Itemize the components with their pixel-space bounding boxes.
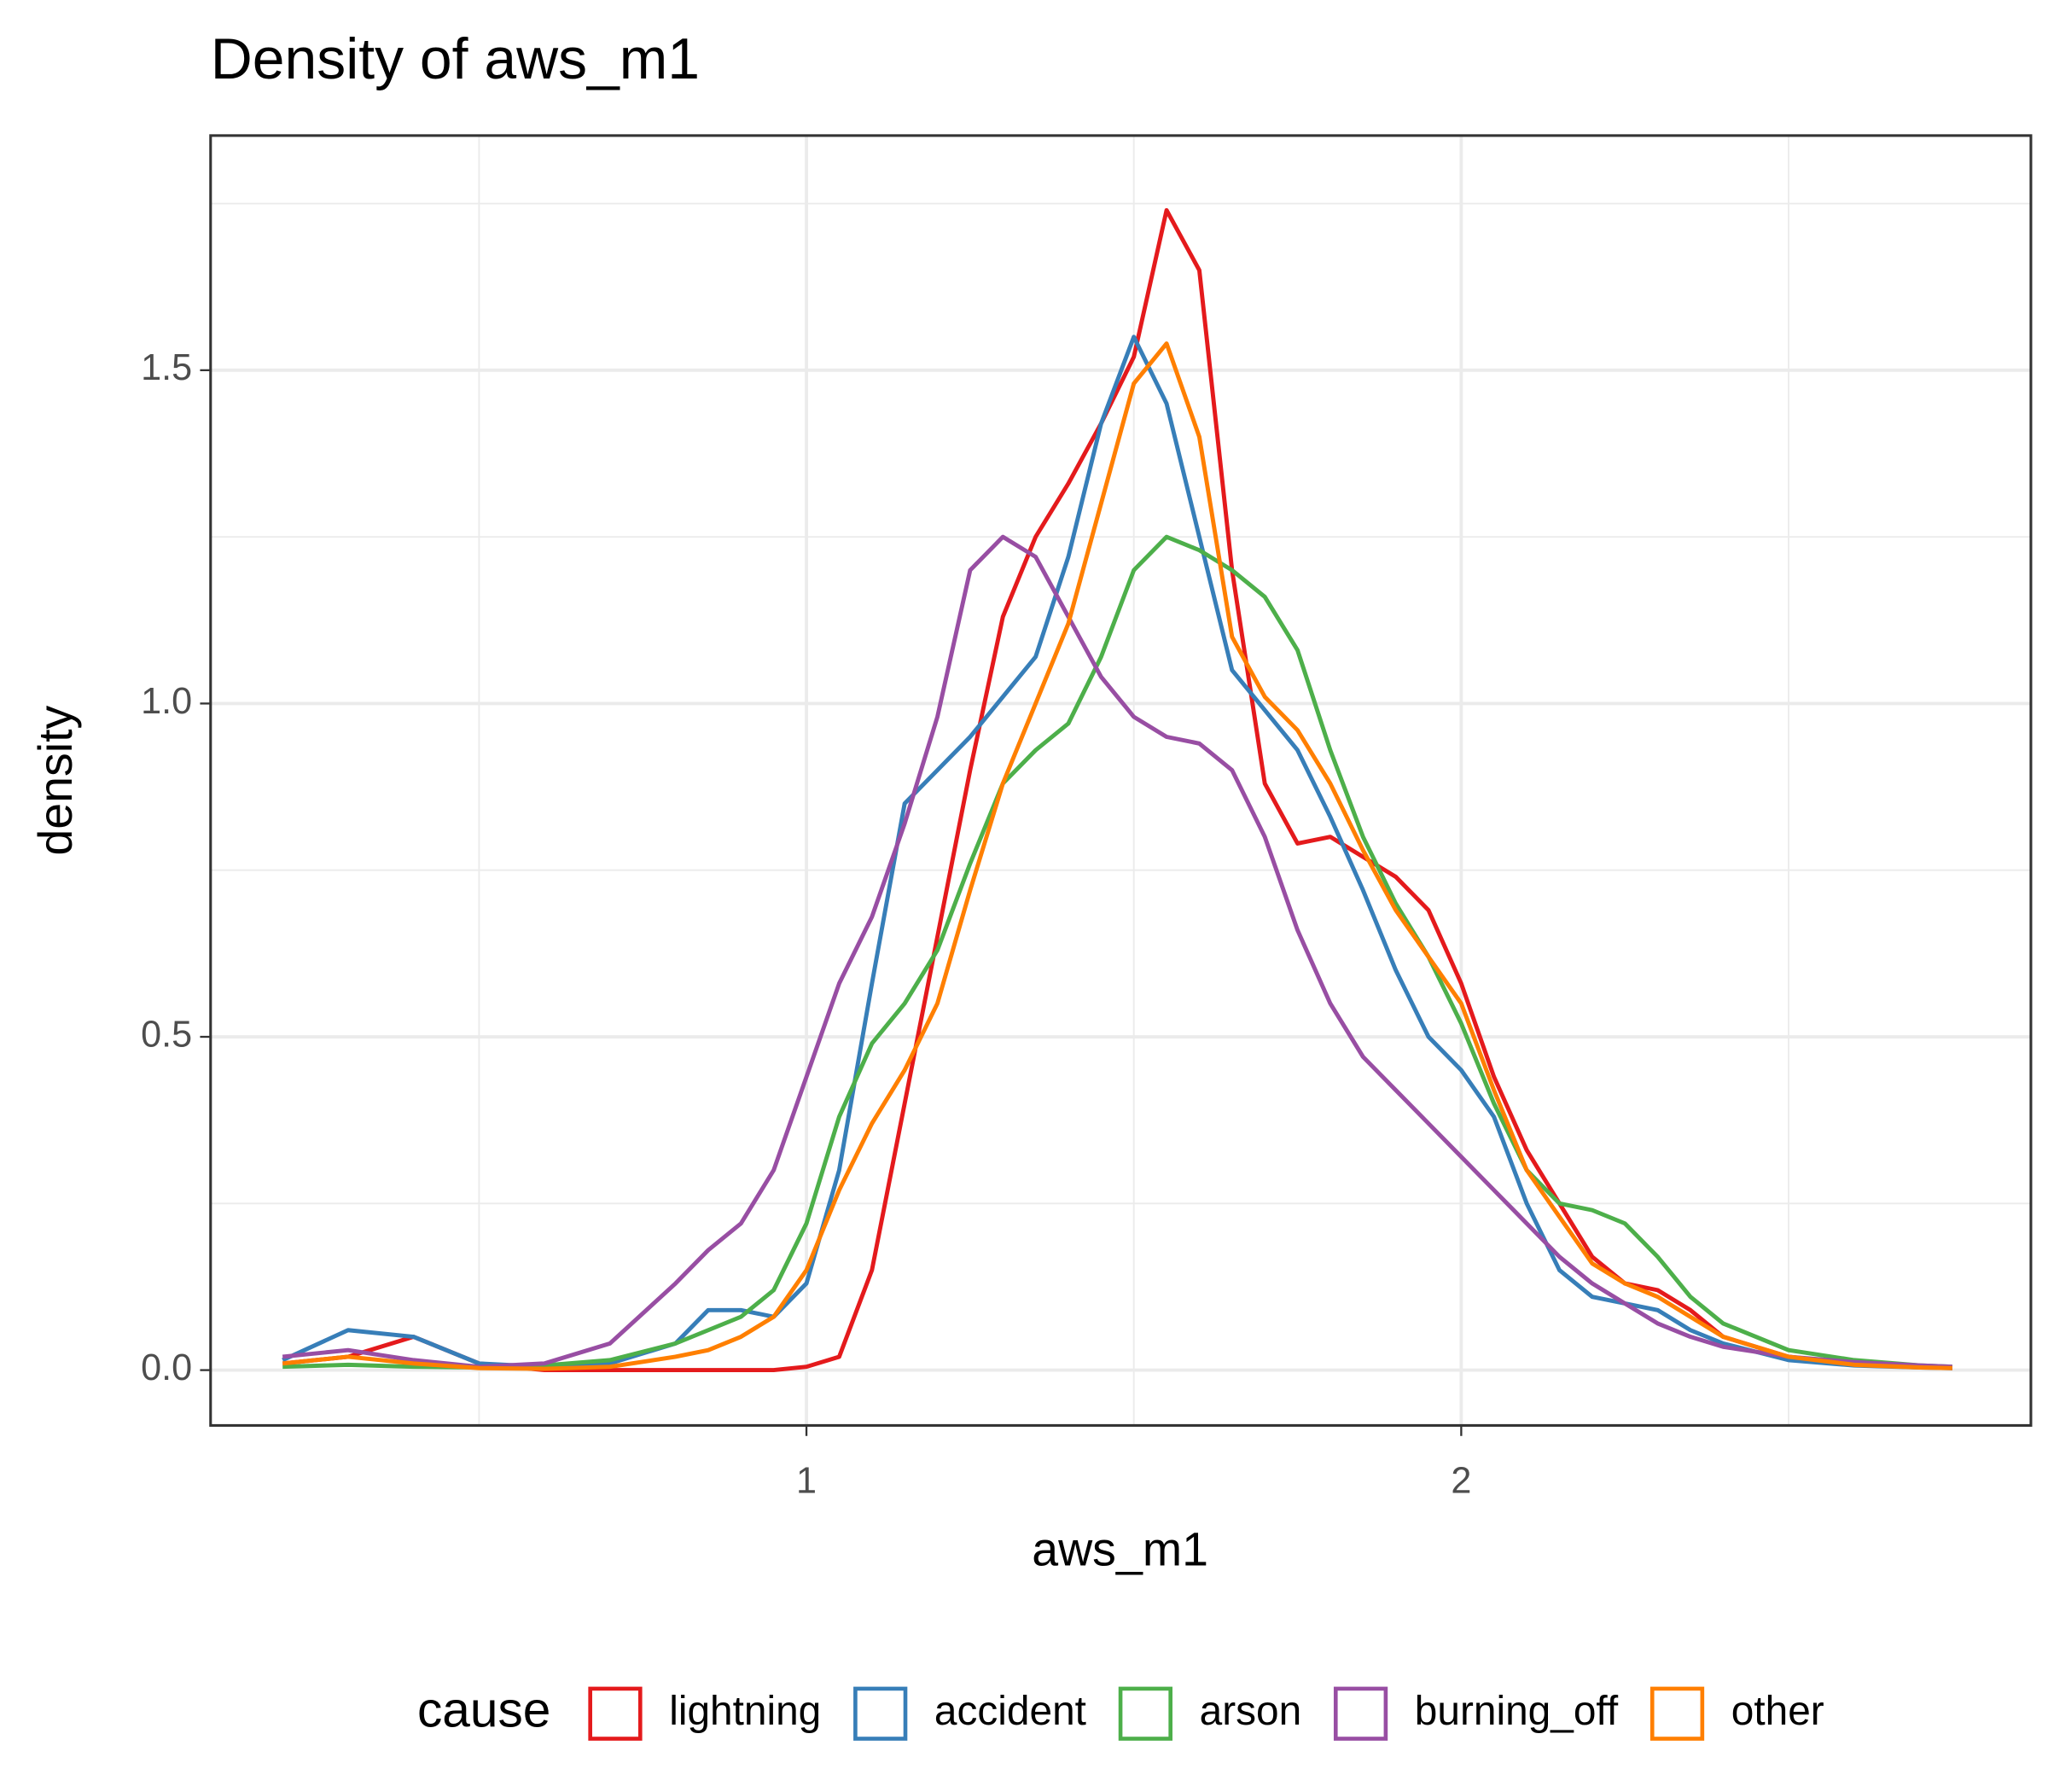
- density-line: [282, 534, 1952, 1370]
- legend-label: arson: [1200, 1689, 1302, 1734]
- chart-title: Density of aws_m1: [211, 27, 700, 91]
- legend-label: lightning: [669, 1689, 821, 1734]
- y-axis-title: density: [29, 705, 82, 855]
- panel-border: [209, 134, 2033, 1427]
- legend-key: [853, 1686, 908, 1741]
- y-tick-label: 0.0: [141, 1347, 192, 1388]
- y-tick-label: 0.5: [141, 1014, 192, 1055]
- legend-label: accident: [934, 1689, 1086, 1734]
- legend-key: [1118, 1686, 1172, 1741]
- x-tick-label: 1: [796, 1461, 817, 1502]
- x-axis-title: aws_m1: [1032, 1523, 1208, 1576]
- x-tick-label: 2: [1451, 1461, 1471, 1502]
- legend-label: other: [1731, 1689, 1824, 1734]
- legend-key: [588, 1686, 643, 1741]
- legend-title: cause: [417, 1683, 550, 1738]
- legend-label: burning_off: [1415, 1689, 1619, 1734]
- y-tick-label: 1.5: [141, 347, 192, 388]
- density-line: [282, 534, 1952, 1370]
- legend: cause lightning accident arson burning_off ot…: [417, 1683, 1824, 1741]
- density-line: [282, 341, 1952, 1371]
- legend-key: [1649, 1686, 1705, 1741]
- legend-key: [1333, 1686, 1388, 1741]
- y-tick-label: 1.0: [141, 681, 192, 722]
